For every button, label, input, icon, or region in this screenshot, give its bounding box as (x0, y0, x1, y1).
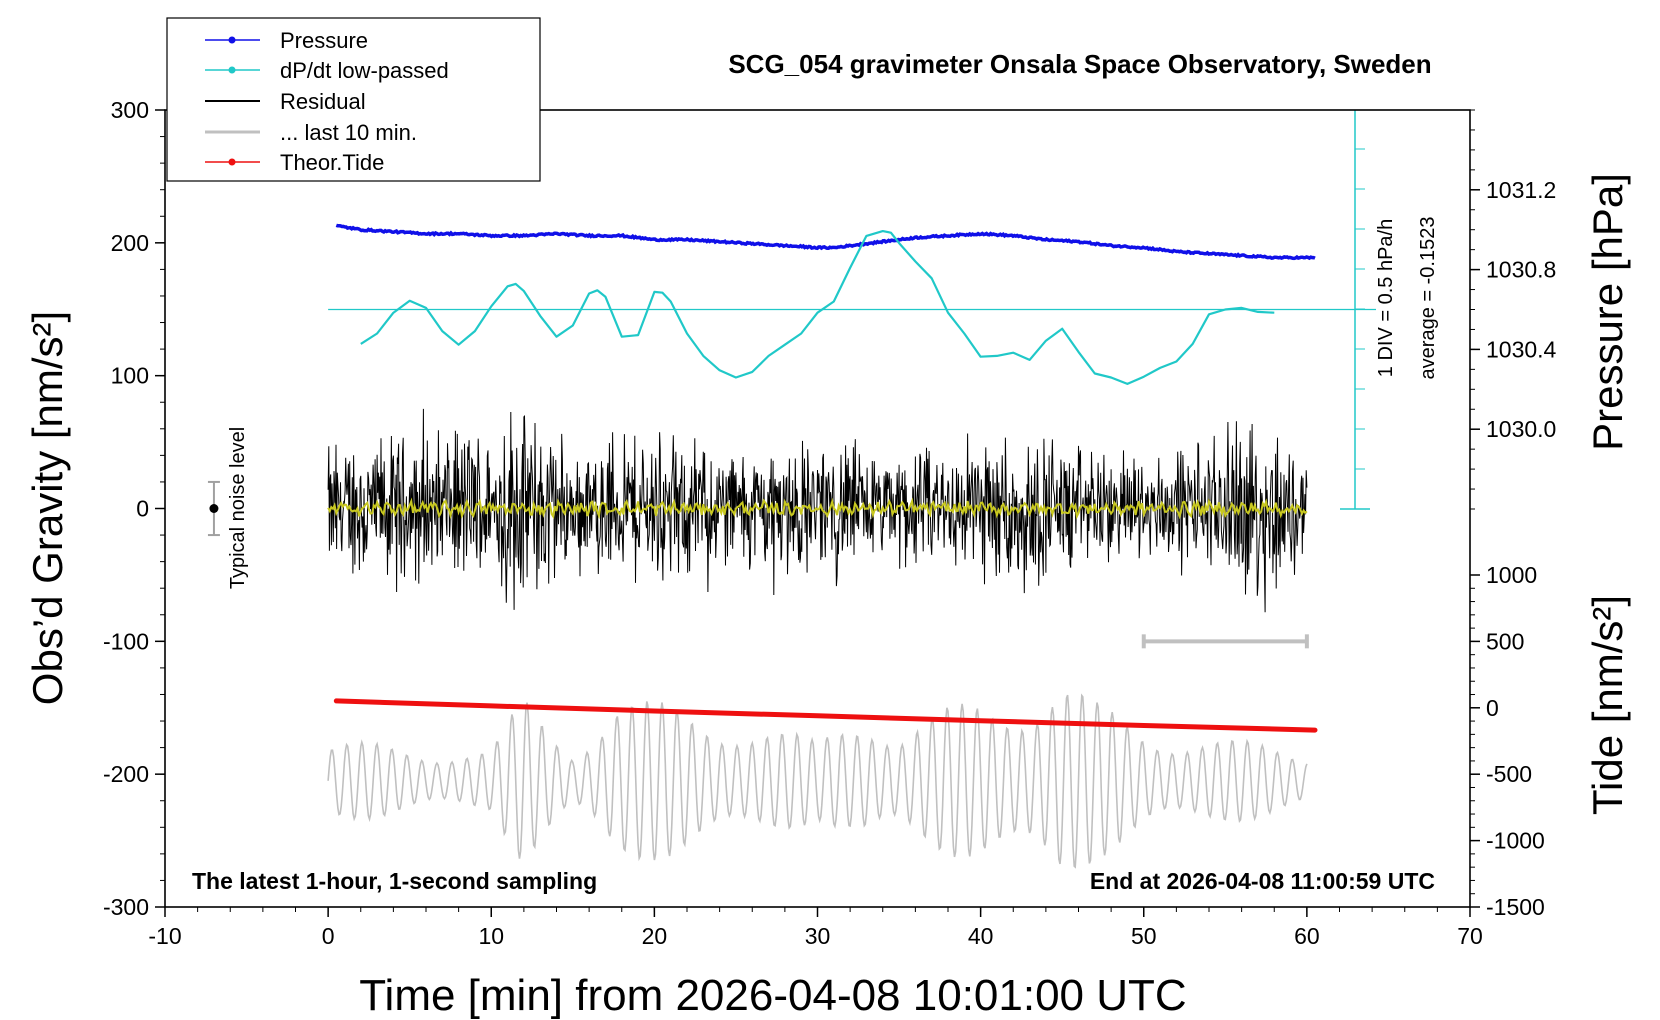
legend-marker-dpdt (228, 66, 236, 74)
y-left-tick-label: -100 (103, 628, 149, 654)
legend-label-tide: Theor.Tide (280, 150, 384, 175)
dpdt-div-label: 1 DIV = 0.5 hPa/h (1375, 219, 1397, 377)
y-axis-label-left: Obs’d Gravity [nm/s²] (24, 311, 71, 705)
legend-label-dpdt: dP/dt low-passed (280, 58, 449, 83)
legend-label-residual: Residual (280, 89, 366, 114)
data-layer (207, 110, 1376, 869)
series-dpdt-line (360, 230, 1275, 385)
legend-marker-pressure (228, 36, 236, 44)
y-tide-tick-label: 0 (1486, 695, 1499, 721)
x-tick-label: 70 (1457, 923, 1483, 949)
x-tick-label: 0 (322, 923, 335, 949)
y-left-tick-label: -300 (103, 894, 149, 920)
y-pressure-tick-label: 1030.4 (1486, 336, 1557, 362)
series-tide-detail-line (327, 693, 1308, 869)
series-residual-line (327, 408, 1308, 613)
noise-bar-center (209, 504, 219, 513)
y-pressure-tick-label: 1030.0 (1486, 416, 1556, 442)
y-axis-label-tide: Tide [nm/s²] (1584, 595, 1631, 815)
y-left-tick-label: 0 (136, 496, 149, 522)
x-tick-label: -10 (148, 923, 181, 949)
legend-box (166, 17, 541, 182)
y-axis-label-pressure: Pressure [hPa] (1584, 173, 1631, 451)
legend-entry-dpdt: dP/dt low-passed (205, 58, 449, 83)
chart-title: SCG_054 gravimeter Onsala Space Observat… (728, 49, 1431, 79)
y-pressure-tick-label: 1030.8 (1486, 257, 1556, 283)
x-tick-label: 20 (642, 923, 668, 949)
y-left-tick-label: 300 (111, 97, 149, 123)
x-tick-label: 40 (968, 923, 994, 949)
y-left-tick-label: 100 (111, 363, 149, 389)
y-pressure-tick-label: 1031.2 (1486, 177, 1556, 203)
x-tick-label: 10 (478, 923, 504, 949)
y-tide-tick-label: -1000 (1486, 828, 1545, 854)
y-tide-tick-label: 1000 (1486, 562, 1537, 588)
series-residual-filtered-line (327, 497, 1308, 520)
x-tick-label: 60 (1294, 923, 1320, 949)
legend-entry-residual: Residual (205, 89, 366, 114)
legend-entry-pressure: Pressure (205, 28, 368, 53)
axes-layer: -10 0 10 20 30 40 50 60 70-300-200-1000100200300… (103, 97, 1557, 949)
y-tide-tick-label: -1500 (1486, 894, 1545, 920)
legend-label-last10: ... last 10 min. (280, 120, 417, 145)
series-pressure-line (335, 223, 1316, 261)
legend-entry-last10: ... last 10 min. (205, 120, 417, 145)
y-left-tick-label: -200 (103, 761, 149, 787)
y-tide-tick-label: 500 (1486, 628, 1524, 654)
x-tick-label: 30 (805, 923, 831, 949)
legend-label-pressure: Pressure (280, 28, 368, 53)
series-tide-line (333, 698, 1318, 733)
x-axis-label: Time [min] from 2026-04-08 10:01:00 UTC (359, 971, 1186, 1020)
dpdt-average-label: average = -0.1523 (1417, 217, 1439, 380)
footer-left: The latest 1-hour, 1-second sampling (192, 868, 597, 894)
y-tide-tick-label: -500 (1486, 761, 1532, 787)
y-left-tick-label: 200 (111, 230, 149, 256)
footer-right: End at 2026-04-08 11:00:59 UTC (1090, 868, 1435, 894)
legend-entry-tide: Theor.Tide (205, 150, 384, 175)
x-tick-label: 50 (1131, 923, 1157, 949)
noise-level-label: Typical noise level (227, 427, 249, 589)
legend-marker-tide (228, 158, 236, 166)
legend: Pressure dP/dt low-passed Residual ... l… (166, 17, 541, 182)
